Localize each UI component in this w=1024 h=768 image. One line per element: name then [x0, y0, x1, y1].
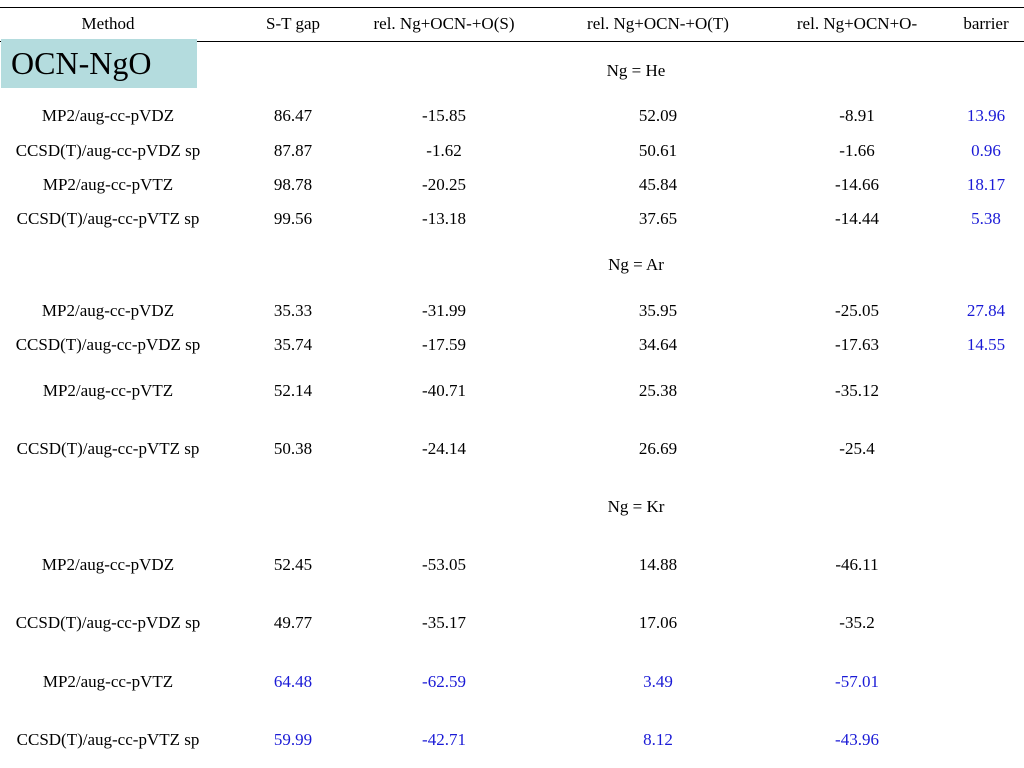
table-cell-rel-anion: -14.44 [835, 209, 879, 228]
table-cell-barrier: 14.55 [966, 335, 1006, 354]
table-cell-rel-anion: -25.4 [839, 439, 875, 458]
table-cell-rel-singlet: -42.71 [422, 730, 466, 749]
table-cell-method: CCSD(T)/aug-cc-pVTZ sp [16, 730, 200, 749]
table-cell-method: CCSD(T)/aug-cc-pVDZ sp [15, 141, 201, 160]
table-cell-st-gap: 87.87 [273, 141, 313, 160]
table-cell-rel-singlet: -53.05 [422, 555, 466, 574]
table-cell-rel-triplet: 26.69 [638, 439, 678, 458]
table-cell-method: CCSD(T)/aug-cc-pVTZ sp [16, 209, 200, 228]
table-cell-method: MP2/aug-cc-pVDZ [41, 555, 175, 574]
table-cell-method: MP2/aug-cc-pVTZ [42, 672, 174, 691]
table-cell-method: MP2/aug-cc-pVTZ [42, 381, 174, 400]
table-cell-rel-triplet: 25.38 [638, 381, 678, 400]
table-cell-rel-anion: -17.63 [835, 335, 879, 354]
table-cell-st-gap: 50.38 [273, 439, 313, 458]
table-cell-rel-singlet: -35.17 [422, 613, 466, 632]
section-label: Ng = Kr [607, 497, 665, 516]
table-cell-barrier: 18.17 [966, 175, 1006, 194]
table-cell-rel-triplet: 52.09 [638, 106, 678, 125]
table-cell-barrier: 0.96 [971, 141, 1001, 160]
table-cell-st-gap: 98.78 [273, 175, 313, 194]
column-header-rel-singlet: rel. Ng+OCN-+O(S) [373, 14, 515, 33]
header-rule [0, 41, 1024, 42]
table-cell-rel-triplet: 35.95 [638, 301, 678, 320]
table-cell-st-gap: 59.99 [273, 730, 313, 749]
table-cell-rel-anion: -14.66 [835, 175, 879, 194]
table-cell-rel-anion: -43.96 [835, 730, 879, 749]
badge-label: OCN-NgO [11, 45, 152, 81]
section-label: Ng = He [606, 61, 666, 80]
table-cell-method: CCSD(T)/aug-cc-pVDZ sp [15, 613, 201, 632]
table-cell-rel-triplet: 8.12 [643, 730, 673, 749]
table-cell-barrier: 13.96 [966, 106, 1006, 125]
table-cell-rel-singlet: -17.59 [422, 335, 466, 354]
table-cell-rel-triplet: 17.06 [638, 613, 678, 632]
table-cell-rel-triplet: 45.84 [638, 175, 678, 194]
table-cell-st-gap: 99.56 [273, 209, 313, 228]
column-header-rel-triplet: rel. Ng+OCN-+O(T) [587, 14, 729, 33]
table-cell-rel-triplet: 14.88 [638, 555, 678, 574]
table-cell-st-gap: 35.74 [273, 335, 313, 354]
table-cell-barrier: 27.84 [966, 301, 1006, 320]
table-cell-st-gap: 64.48 [273, 672, 313, 691]
table-cell-st-gap: 49.77 [273, 613, 313, 632]
table-cell-method: MP2/aug-cc-pVDZ [41, 301, 175, 320]
table-cell-rel-anion: -8.91 [839, 106, 875, 125]
table-cell-method: MP2/aug-cc-pVTZ [42, 175, 174, 194]
table-cell-rel-singlet: -15.85 [422, 106, 466, 125]
table-cell-rel-anion: -35.2 [839, 613, 875, 632]
table-cell-method: CCSD(T)/aug-cc-pVDZ sp [15, 335, 201, 354]
column-header-barrier: barrier [963, 14, 1009, 33]
table-cell-rel-singlet: -40.71 [422, 381, 466, 400]
table-cell-rel-singlet: -1.62 [426, 141, 462, 160]
table-cell-st-gap: 52.14 [273, 381, 313, 400]
table-cell-method: MP2/aug-cc-pVDZ [41, 106, 175, 125]
top-rule [0, 7, 1024, 8]
table-cell-rel-triplet: 34.64 [638, 335, 678, 354]
table-cell-st-gap: 35.33 [273, 301, 313, 320]
table-cell-st-gap: 86.47 [273, 106, 313, 125]
table-cell-rel-triplet: 37.65 [638, 209, 678, 228]
column-header-st-gap: S-T gap [266, 14, 320, 33]
table-cell-rel-anion: -35.12 [835, 381, 879, 400]
column-header-rel-anion: rel. Ng+OCN+O- [796, 14, 918, 33]
table-cell-barrier: 5.38 [971, 209, 1001, 228]
table-cell-rel-triplet: 3.49 [643, 672, 673, 691]
table-cell-rel-anion: -1.66 [839, 141, 875, 160]
table-cell-rel-singlet: -13.18 [422, 209, 466, 228]
table-cell-rel-anion: -25.05 [835, 301, 879, 320]
table-cell-rel-anion: -57.01 [835, 672, 879, 691]
molecule-badge: OCN-NgO [1, 39, 197, 88]
table-cell-rel-singlet: -24.14 [422, 439, 466, 458]
column-header-method: Method [81, 14, 135, 33]
table-cell-rel-singlet: -62.59 [422, 672, 466, 691]
table-cell-rel-anion: -46.11 [835, 555, 879, 574]
table-cell-rel-singlet: -20.25 [422, 175, 466, 194]
table-cell-rel-singlet: -31.99 [422, 301, 466, 320]
table-cell-rel-triplet: 50.61 [638, 141, 678, 160]
table-cell-method: CCSD(T)/aug-cc-pVTZ sp [16, 439, 200, 458]
section-label: Ng = Ar [608, 255, 664, 274]
table-cell-st-gap: 52.45 [273, 555, 313, 574]
